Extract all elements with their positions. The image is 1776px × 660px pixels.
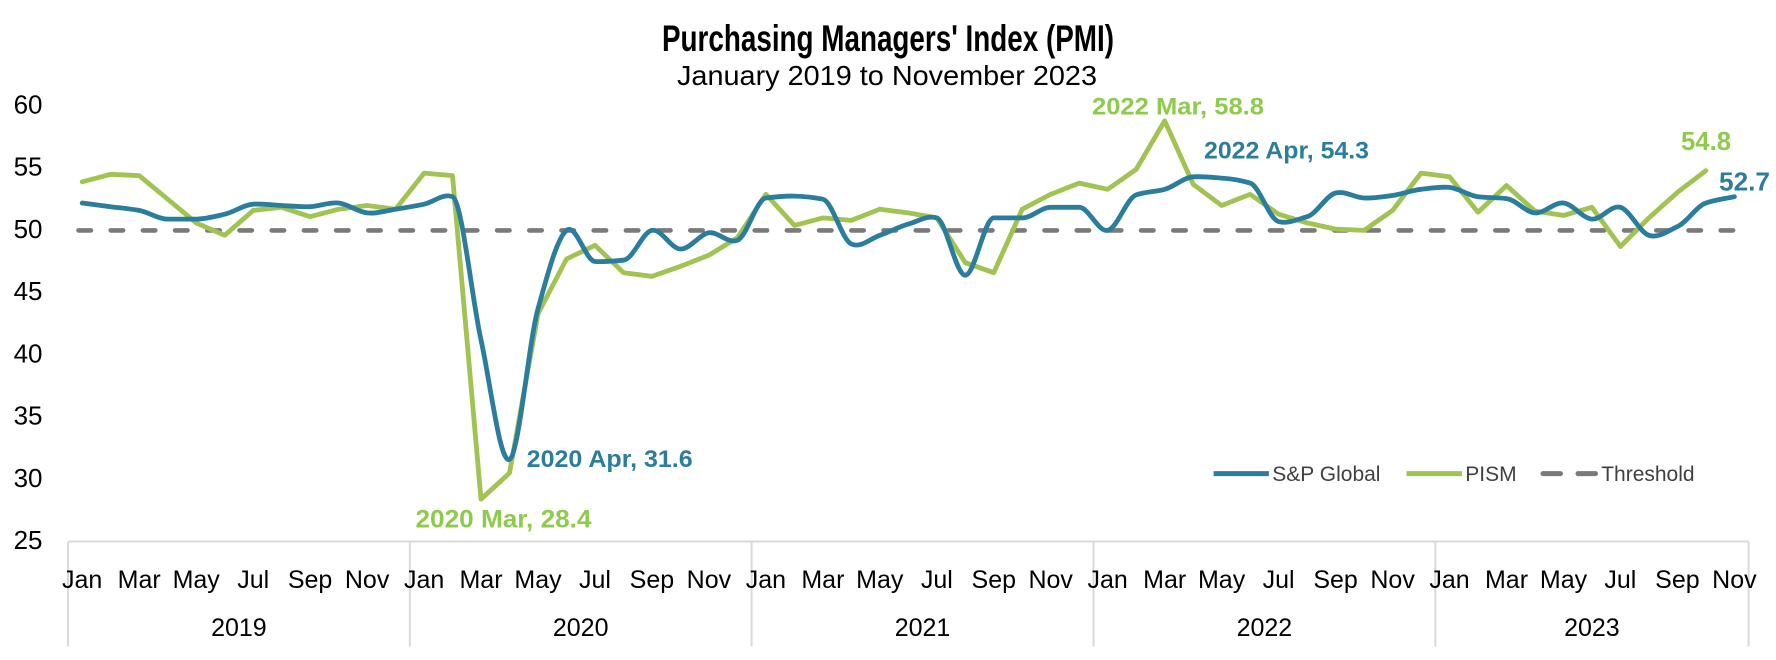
svg-text:Jan: Jan [1088, 566, 1128, 594]
svg-text:Threshold: Threshold [1601, 463, 1694, 486]
svg-text:S&P Global: S&P Global [1272, 463, 1380, 486]
svg-text:May: May [1198, 566, 1246, 594]
svg-text:25: 25 [14, 525, 43, 555]
svg-text:Nov: Nov [345, 566, 390, 594]
svg-text:Sep: Sep [1655, 566, 1699, 594]
svg-text:55: 55 [14, 152, 43, 182]
svg-text:Mar: Mar [1143, 566, 1186, 594]
svg-text:2020 Apr, 31.6: 2020 Apr, 31.6 [527, 446, 693, 473]
svg-text:52.7: 52.7 [1719, 167, 1770, 197]
svg-text:30: 30 [14, 463, 43, 493]
svg-text:Jan: Jan [746, 566, 786, 594]
svg-text:January 2019 to November 2023: January 2019 to November 2023 [677, 60, 1097, 91]
svg-text:2022 Apr, 54.3: 2022 Apr, 54.3 [1204, 138, 1369, 165]
svg-text:May: May [173, 566, 221, 594]
svg-text:Jul: Jul [237, 566, 269, 594]
svg-text:2022: 2022 [1237, 614, 1293, 642]
svg-text:Jul: Jul [1604, 566, 1636, 594]
svg-text:Nov: Nov [1712, 566, 1757, 594]
svg-text:Nov: Nov [1370, 566, 1415, 594]
svg-text:Jan: Jan [404, 566, 444, 594]
svg-text:Mar: Mar [1485, 566, 1528, 594]
svg-text:2020 Mar, 28.4: 2020 Mar, 28.4 [416, 506, 592, 534]
svg-text:Nov: Nov [1028, 566, 1073, 594]
svg-text:May: May [1540, 566, 1588, 594]
svg-text:May: May [514, 566, 562, 594]
svg-text:35: 35 [14, 401, 43, 431]
svg-text:Mar: Mar [118, 566, 161, 594]
svg-text:Nov: Nov [687, 566, 732, 594]
svg-text:2023: 2023 [1564, 614, 1620, 642]
svg-text:2019: 2019 [211, 614, 267, 642]
svg-text:45: 45 [14, 276, 43, 306]
svg-text:Jul: Jul [921, 566, 953, 594]
svg-text:Sep: Sep [972, 566, 1016, 594]
svg-text:Jul: Jul [1263, 566, 1295, 594]
svg-text:2021: 2021 [895, 614, 951, 642]
svg-text:2020: 2020 [553, 614, 609, 642]
svg-text:Sep: Sep [1313, 566, 1357, 594]
svg-text:May: May [856, 566, 904, 594]
svg-text:Jan: Jan [1429, 566, 1469, 594]
svg-text:2022 Mar, 58.8: 2022 Mar, 58.8 [1092, 94, 1264, 121]
svg-text:Mar: Mar [801, 566, 844, 594]
svg-text:40: 40 [14, 338, 43, 368]
svg-text:Jan: Jan [62, 566, 102, 594]
svg-text:50: 50 [14, 214, 43, 244]
svg-text:54.8: 54.8 [1681, 126, 1731, 156]
svg-text:Sep: Sep [288, 566, 332, 594]
svg-text:Mar: Mar [459, 566, 502, 594]
svg-text:Jul: Jul [579, 566, 611, 594]
svg-text:60: 60 [14, 89, 43, 119]
svg-text:Sep: Sep [630, 566, 674, 594]
svg-text:PISM: PISM [1465, 463, 1516, 486]
svg-text:Purchasing Managers' Index (PM: Purchasing Managers' Index (PMI) [662, 18, 1114, 59]
